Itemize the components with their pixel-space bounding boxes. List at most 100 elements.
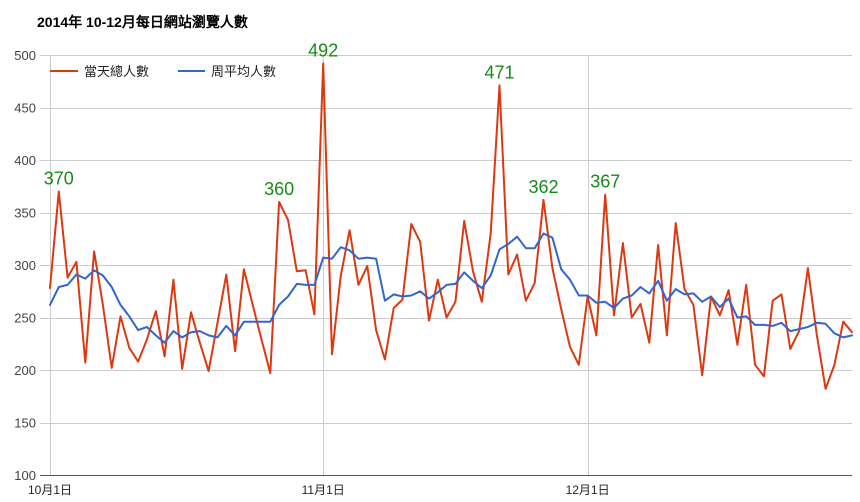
data-point-total-visitors[interactable] (655, 242, 661, 248)
data-point-total-visitors[interactable] (690, 302, 696, 308)
data-point-total-visitors[interactable] (470, 268, 476, 274)
data-point-total-visitors[interactable] (576, 362, 582, 368)
data-point-total-visitors[interactable] (170, 277, 176, 283)
data-point-total-visitors[interactable] (673, 220, 679, 226)
data-point-total-visitors[interactable] (267, 370, 273, 376)
data-point-total-visitors[interactable] (444, 315, 450, 321)
data-point-weekly-average[interactable] (267, 319, 273, 325)
data-point-total-visitors[interactable] (259, 337, 265, 343)
data-point-total-visitors[interactable] (770, 298, 776, 304)
data-point-weekly-average[interactable] (259, 319, 265, 325)
data-point-total-visitors[interactable] (276, 199, 282, 205)
data-point-weekly-average[interactable] (320, 255, 326, 261)
data-point-weekly-average[interactable] (831, 330, 837, 336)
data-point-total-visitors[interactable] (153, 308, 159, 314)
data-point-total-visitors[interactable] (408, 221, 414, 227)
data-point-total-visitors[interactable] (831, 362, 837, 368)
data-point-total-visitors[interactable] (126, 345, 132, 351)
data-point-total-visitors[interactable] (638, 301, 644, 307)
data-point-total-visitors[interactable] (364, 263, 370, 269)
data-point-weekly-average[interactable] (629, 293, 635, 299)
data-point-weekly-average[interactable] (241, 319, 247, 325)
data-point-total-visitors[interactable] (382, 357, 388, 363)
data-point-weekly-average[interactable] (779, 320, 785, 326)
legend-item-total-visitors[interactable]: 當天總人數 (50, 64, 149, 79)
data-point-total-visitors[interactable] (629, 315, 635, 321)
data-point-weekly-average[interactable] (444, 282, 450, 288)
data-point-total-visitors[interactable] (320, 60, 326, 66)
data-point-total-visitors[interactable] (188, 309, 194, 315)
data-point-weekly-average[interactable] (814, 320, 820, 326)
data-point-weekly-average[interactable] (364, 255, 370, 261)
data-point-total-visitors[interactable] (682, 286, 688, 292)
data-point-weekly-average[interactable] (558, 266, 564, 272)
data-point-total-visitors[interactable] (285, 217, 291, 223)
data-point-weekly-average[interactable] (179, 334, 185, 340)
data-point-total-visitors[interactable] (823, 386, 829, 392)
data-point-total-visitors[interactable] (549, 265, 555, 271)
data-point-weekly-average[interactable] (73, 272, 79, 278)
data-point-total-visitors[interactable] (215, 320, 221, 326)
data-point-weekly-average[interactable] (690, 290, 696, 296)
data-point-total-visitors[interactable] (329, 351, 335, 357)
data-point-weekly-average[interactable] (47, 302, 53, 308)
data-point-total-visitors[interactable] (65, 275, 71, 281)
data-point-weekly-average[interactable] (118, 302, 124, 308)
data-point-weekly-average[interactable] (408, 293, 414, 299)
data-point-weekly-average[interactable] (602, 299, 608, 305)
data-point-total-visitors[interactable] (523, 298, 529, 304)
data-point-weekly-average[interactable] (91, 267, 97, 273)
data-point-weekly-average[interactable] (611, 305, 617, 311)
data-point-total-visitors[interactable] (347, 227, 353, 233)
data-point-total-visitors[interactable] (135, 359, 141, 365)
data-point-total-visitors[interactable] (558, 306, 564, 312)
data-point-total-visitors[interactable] (541, 197, 547, 203)
data-point-total-visitors[interactable] (391, 305, 397, 311)
data-point-weekly-average[interactable] (699, 299, 705, 305)
data-point-total-visitors[interactable] (726, 287, 732, 293)
data-point-total-visitors[interactable] (47, 285, 53, 291)
data-point-total-visitors[interactable] (206, 368, 212, 374)
data-point-total-visitors[interactable] (232, 348, 238, 354)
data-point-total-visitors[interactable] (452, 299, 458, 305)
data-point-weekly-average[interactable] (796, 326, 802, 332)
data-point-weekly-average[interactable] (726, 296, 732, 302)
data-point-weekly-average[interactable] (523, 245, 529, 251)
data-point-total-visitors[interactable] (56, 189, 62, 195)
data-point-total-visitors[interactable] (461, 218, 467, 224)
data-point-weekly-average[interactable] (505, 241, 511, 247)
data-point-weekly-average[interactable] (329, 256, 335, 262)
data-point-total-visitors[interactable] (294, 268, 300, 274)
legend-item-weekly-average[interactable]: 周平均人數 (178, 64, 276, 79)
data-point-weekly-average[interactable] (461, 269, 467, 275)
data-point-weekly-average[interactable] (435, 289, 441, 295)
data-point-weekly-average[interactable] (382, 298, 388, 304)
data-point-weekly-average[interactable] (514, 234, 520, 240)
data-point-weekly-average[interactable] (576, 293, 582, 299)
data-point-total-visitors[interactable] (73, 259, 79, 265)
data-point-total-visitors[interactable] (805, 265, 811, 271)
data-point-weekly-average[interactable] (188, 329, 194, 335)
data-point-weekly-average[interactable] (567, 277, 573, 283)
data-point-total-visitors[interactable] (567, 344, 573, 350)
data-point-total-visitors[interactable] (514, 252, 520, 258)
data-point-weekly-average[interactable] (276, 302, 282, 308)
data-point-weekly-average[interactable] (126, 313, 132, 319)
data-point-weekly-average[interactable] (232, 332, 238, 338)
data-point-weekly-average[interactable] (197, 328, 203, 334)
data-point-weekly-average[interactable] (752, 322, 758, 328)
data-point-weekly-average[interactable] (417, 288, 423, 294)
data-point-weekly-average[interactable] (223, 323, 229, 329)
data-point-weekly-average[interactable] (285, 294, 291, 300)
data-point-total-visitors[interactable] (303, 267, 309, 273)
data-point-total-visitors[interactable] (311, 311, 317, 317)
data-point-total-visitors[interactable] (91, 248, 97, 254)
data-point-weekly-average[interactable] (488, 273, 494, 279)
data-point-total-visitors[interactable] (373, 327, 379, 333)
data-point-total-visitors[interactable] (497, 82, 503, 88)
data-point-total-visitors[interactable] (197, 340, 203, 346)
data-point-total-visitors[interactable] (118, 313, 124, 319)
data-point-weekly-average[interactable] (356, 256, 362, 262)
data-point-total-visitors[interactable] (223, 272, 229, 278)
data-point-weekly-average[interactable] (215, 334, 221, 340)
